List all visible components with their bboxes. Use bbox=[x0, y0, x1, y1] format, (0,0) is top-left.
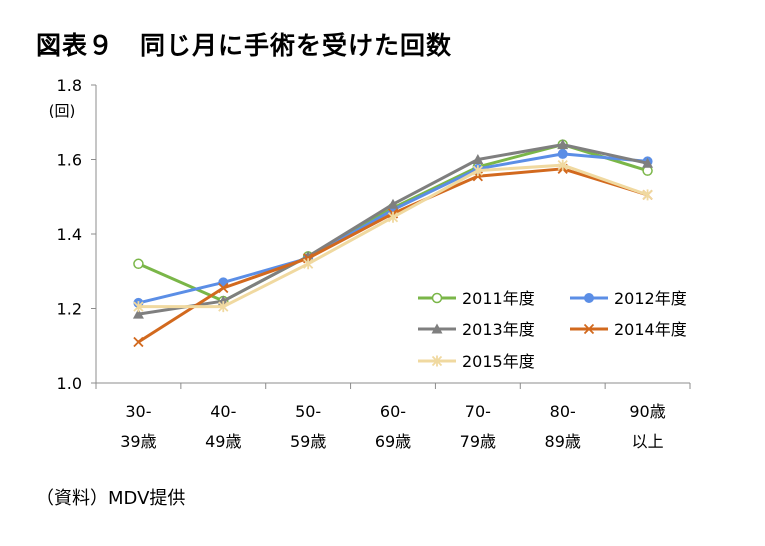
x-tick-label: 70- bbox=[465, 402, 491, 421]
series-layer bbox=[132, 139, 654, 348]
data-point bbox=[218, 301, 229, 313]
legend-marker bbox=[431, 323, 443, 334]
legend-marker bbox=[431, 355, 443, 367]
x-tick-label: 49歳 bbox=[205, 432, 241, 451]
x-tick-label: 79歳 bbox=[460, 432, 496, 451]
legend-label: 2014年度 bbox=[614, 320, 687, 339]
y-tick-label: 1.0 bbox=[57, 374, 82, 393]
data-point bbox=[472, 154, 484, 164]
data-point bbox=[218, 282, 229, 294]
y-unit-label: (回) bbox=[49, 102, 76, 120]
legend-item: 2012年度 bbox=[570, 289, 687, 308]
data-point bbox=[133, 258, 144, 270]
data-point bbox=[387, 198, 399, 209]
x-tick-label: 以上 bbox=[632, 432, 664, 451]
y-tick-label: 1.4 bbox=[57, 225, 82, 244]
axes: 1.0 1.2 1.4 1.6 1.8 (回) 30- 39歳 40- 49歳 50- 59歳 60- 6… bbox=[49, 76, 691, 451]
data-point bbox=[472, 165, 483, 177]
legend-item: 2014年度 bbox=[570, 320, 687, 339]
series-5 bbox=[133, 159, 653, 313]
data-point bbox=[557, 159, 568, 171]
series-4 bbox=[133, 163, 653, 348]
x-tick-label: 59歳 bbox=[290, 432, 326, 451]
y-tick-label: 1.6 bbox=[57, 151, 82, 170]
legend-marker bbox=[584, 293, 594, 303]
x-tick-label: 39歳 bbox=[120, 432, 156, 451]
x-tick-label: 89歳 bbox=[545, 432, 581, 451]
series-line bbox=[137, 167, 649, 344]
legend-marker bbox=[431, 292, 443, 304]
x-tick-label: 40- bbox=[210, 402, 236, 421]
legend-label: 2013年度 bbox=[462, 320, 535, 339]
x-tick-label: 80- bbox=[550, 402, 576, 421]
legend-item: 2013年度 bbox=[418, 320, 535, 339]
legend-item: 2015年度 bbox=[418, 352, 535, 371]
data-point bbox=[133, 336, 144, 348]
legend-label: 2012年度 bbox=[614, 289, 687, 308]
x-tick-label: 90歳 bbox=[629, 402, 665, 421]
data-point bbox=[132, 308, 144, 319]
series-line bbox=[138, 152, 648, 305]
chart-title: 図表９ 同じ月に手術を受けた回数 bbox=[36, 31, 453, 60]
y-tick-label: 1.2 bbox=[57, 300, 82, 319]
data-point bbox=[133, 301, 144, 313]
series-1 bbox=[133, 139, 653, 307]
source-note: （資料）MDV提供 bbox=[36, 488, 186, 509]
series-3 bbox=[132, 139, 654, 319]
data-point bbox=[557, 139, 569, 150]
legend: 2011年度 2012年度 2013年度 2014年度 2015年度 bbox=[418, 289, 687, 371]
x-tick-label: 50- bbox=[295, 402, 321, 421]
legend-label: 2015年度 bbox=[462, 352, 535, 371]
x-tick-label: 30- bbox=[125, 402, 151, 421]
x-tick-label: 60- bbox=[380, 402, 406, 421]
legend-item: 2011年度 bbox=[418, 289, 535, 308]
data-point bbox=[387, 211, 399, 223]
x-tick-label: 69歳 bbox=[375, 432, 411, 451]
legend-label: 2011年度 bbox=[462, 289, 535, 308]
data-point bbox=[642, 189, 653, 201]
data-point bbox=[642, 157, 654, 168]
legend-marker bbox=[583, 323, 595, 335]
y-tick-label: 1.8 bbox=[57, 76, 82, 95]
data-point bbox=[557, 148, 568, 159]
data-point bbox=[303, 258, 314, 270]
